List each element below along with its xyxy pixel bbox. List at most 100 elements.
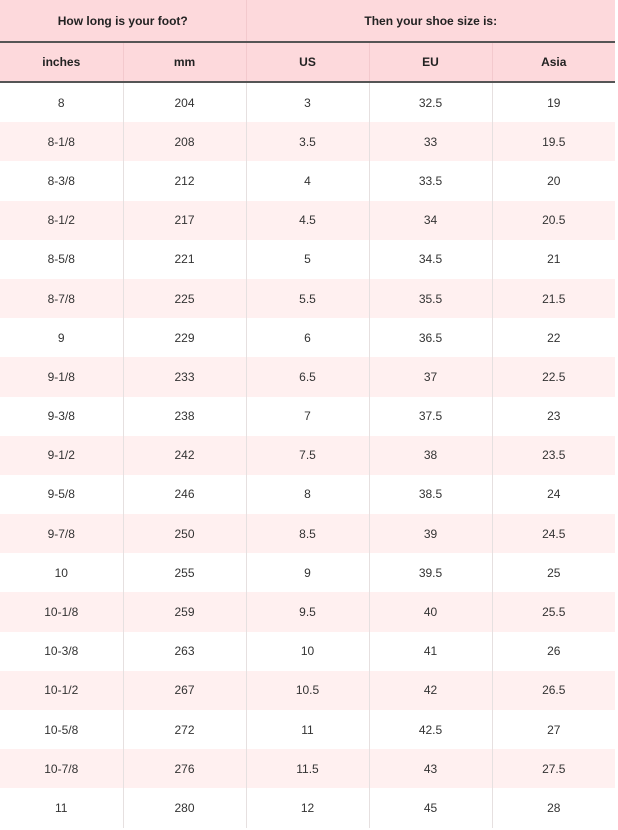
cell-eu: 37.5 <box>368 396 492 436</box>
column-header-us: US <box>245 42 369 83</box>
cell-mm: 255 <box>122 553 246 593</box>
cell-mm: 233 <box>122 357 246 397</box>
table-row: 8-1/8 208 3.5 33 19.5 <box>0 122 615 162</box>
cell-asia: 21.5 <box>491 278 615 319</box>
cell-mm: 229 <box>122 318 246 358</box>
cell-asia: 22 <box>491 318 615 358</box>
cell-mm: 204 <box>122 82 246 123</box>
cell-asia: 24.5 <box>491 514 615 554</box>
cell-eu: 42 <box>368 670 492 710</box>
column-header-eu: EU <box>368 42 492 83</box>
cell-mm: 217 <box>122 200 246 240</box>
cell-mm: 212 <box>122 161 246 201</box>
cell-eu: 34.5 <box>368 239 492 279</box>
cell-us: 9 <box>245 553 369 593</box>
cell-us: 5 <box>245 239 369 279</box>
cell-eu: 39 <box>368 514 492 554</box>
cell-us: 5.5 <box>245 278 369 319</box>
table-body: 8 204 3 32.5 19 8-1/8 208 3.5 33 19.5 8-3/8 212 4 33.… <box>0 82 615 828</box>
cell-eu: 40 <box>368 592 492 632</box>
cell-us: 10.5 <box>245 670 369 710</box>
cell-inches: 10-3/8 <box>44 644 79 659</box>
cell-mm: 221 <box>122 239 246 279</box>
cell-asia: 25 <box>491 553 615 593</box>
cell-eu: 38 <box>368 435 492 475</box>
column-header-inches: inches <box>0 42 123 83</box>
table-row: 8-1/2 217 4.5 34 20.5 <box>0 200 615 240</box>
cell-mm: 276 <box>122 749 246 789</box>
cell-us: 9.5 <box>245 592 369 632</box>
cell-asia: 23 <box>491 396 615 436</box>
cell-asia: 20.5 <box>491 200 615 240</box>
cell-us: 7 <box>245 396 369 436</box>
cell-eu: 33.5 <box>368 161 492 201</box>
table-row: 9-1/2 242 7.5 38 23.5 <box>0 435 615 475</box>
cell-mm: 238 <box>122 396 246 436</box>
cell-us: 4.5 <box>245 200 369 240</box>
cell-eu: 36.5 <box>368 318 492 358</box>
cell-inches: 9-1/8 <box>0 357 123 397</box>
cell-inches: 8-5/8 <box>47 252 75 267</box>
cell-us: 8.5 <box>245 514 369 554</box>
cell-eu: 34 <box>368 200 492 240</box>
cell-eu: 35.5 <box>368 278 492 319</box>
cell-inches: 10-7/8 <box>0 749 123 789</box>
cell-inches: 9-3/8 <box>47 409 75 424</box>
cell-inches: 10-1/2 <box>0 670 123 710</box>
cell-asia: 19 <box>491 82 615 123</box>
cell-mm: 263 <box>122 631 246 671</box>
cell-us: 11 <box>245 710 369 750</box>
table-row: 10-1/2 267 10.5 42 26.5 <box>0 670 615 710</box>
cell-us: 8 <box>245 474 369 515</box>
cell-inches: 9-1/2 <box>0 435 123 475</box>
cell-us: 10 <box>245 631 369 671</box>
shoe-size-group-header: Then your shoe size is: <box>245 0 615 43</box>
cell-eu: 33 <box>368 122 492 162</box>
cell-mm: 242 <box>122 435 246 475</box>
cell-asia: 22.5 <box>491 357 615 397</box>
cell-inches: 8 <box>57 95 65 110</box>
cell-us: 3 <box>245 82 369 123</box>
cell-mm: 280 <box>122 788 246 828</box>
table-row: 9-1/8 233 6.5 37 22.5 <box>0 357 615 397</box>
cell-asia: 25.5 <box>491 592 615 632</box>
cell-mm: 225 <box>122 278 246 319</box>
cell-inches: 8-1/8 <box>0 122 123 162</box>
cell-asia: 26 <box>491 631 615 671</box>
cell-inches: 10 <box>54 565 68 580</box>
cell-mm: 250 <box>122 514 246 554</box>
cell-mm: 259 <box>122 592 246 632</box>
column-header-mm: mm <box>122 42 246 83</box>
cell-mm: 267 <box>122 670 246 710</box>
table-row: 8-3/8 212 4 33.5 20 <box>0 161 615 201</box>
cell-inches: 10-1/8 <box>0 592 123 632</box>
cell-mm: 208 <box>122 122 246 162</box>
table-row: 8-5/8 221 5 34.5 21 <box>0 239 615 279</box>
table-row: 10-7/8 276 11.5 43 27.5 <box>0 749 615 789</box>
cell-eu: 38.5 <box>368 474 492 515</box>
cell-asia: 27 <box>491 710 615 750</box>
table-row: 9 229 6 36.5 22 <box>0 318 615 358</box>
cell-mm: 272 <box>122 710 246 750</box>
column-header-row: inches mm US EU Asia <box>0 42 615 83</box>
cell-asia: 28 <box>491 788 615 828</box>
column-header-asia: Asia <box>491 42 615 83</box>
table-row: 10 255 9 39.5 25 <box>0 553 615 593</box>
cell-asia: 24 <box>491 474 615 515</box>
cell-inches: 10-5/8 <box>44 722 79 737</box>
cell-asia: 26.5 <box>491 670 615 710</box>
table-row: 10-5/8 272 11 42.5 27 <box>0 710 615 750</box>
cell-asia: 23.5 <box>491 435 615 475</box>
cell-us: 6.5 <box>245 357 369 397</box>
table-row: 9-7/8 250 8.5 39 24.5 <box>0 514 615 554</box>
cell-inches: 11 <box>55 800 68 815</box>
cell-eu: 45 <box>368 788 492 828</box>
cell-us: 6 <box>245 318 369 358</box>
cell-asia: 20 <box>491 161 615 201</box>
table-row: 10-1/8 259 9.5 40 25.5 <box>0 592 615 632</box>
cell-inches: 8-7/8 <box>0 278 123 319</box>
cell-eu: 37 <box>368 357 492 397</box>
cell-eu: 41 <box>368 631 492 671</box>
cell-eu: 42.5 <box>368 710 492 750</box>
